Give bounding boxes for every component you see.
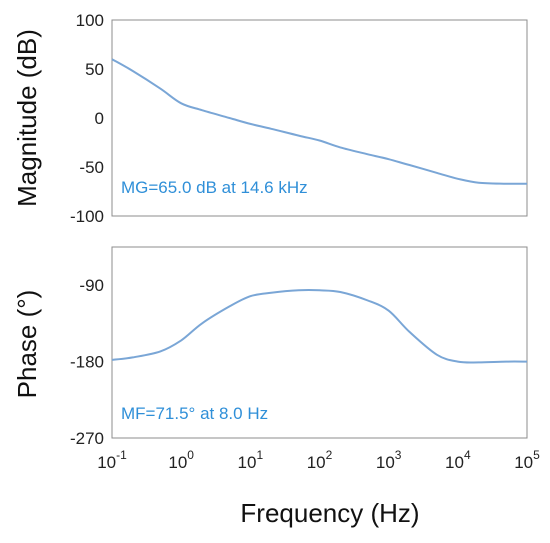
frequency-x-tick-label: 103 — [376, 448, 402, 472]
phase-y-tick-label: -90 — [79, 276, 104, 295]
magnitude-plot-area — [112, 20, 527, 216]
magnitude-y-tick-label: 0 — [95, 109, 104, 128]
magnitude-axis-label: Magnitude (dB) — [12, 29, 42, 207]
frequency-x-tick-label: 104 — [445, 448, 471, 472]
frequency-x-tick-label: 102 — [307, 448, 333, 472]
phase-axis-label: Phase (°) — [12, 290, 42, 399]
phase-response-line — [111, 289, 528, 364]
phase-plot-frame — [111, 246, 528, 439]
frequency-x-tick-label: 105 — [514, 448, 540, 472]
magnitude-y-tick-label: -100 — [70, 207, 104, 226]
magnitude-y-tick-label: 100 — [76, 11, 104, 30]
frequency-x-tick-label: 101 — [238, 448, 264, 472]
phase-plot-area — [112, 247, 527, 438]
magnitude-response-line — [111, 58, 528, 185]
magnitude-y-tick-label: -50 — [79, 158, 104, 177]
magnitude-plot-frame — [111, 19, 528, 217]
frequency-x-tick-label: 100 — [168, 448, 194, 472]
phase-y-tick-label: -180 — [70, 353, 104, 372]
frequency-x-tick-label: 10-1 — [97, 448, 127, 472]
magnitude-y-tick-label: 50 — [85, 60, 104, 79]
phase-y-tick-label: -270 — [70, 429, 104, 448]
frequency-axis-label: Frequency (Hz) — [240, 498, 419, 528]
magnitude-margin-annotation: MG=65.0 dB at 14.6 kHz — [121, 178, 308, 197]
phase-margin-annotation: MF=71.5° at 8.0 Hz — [121, 404, 268, 423]
